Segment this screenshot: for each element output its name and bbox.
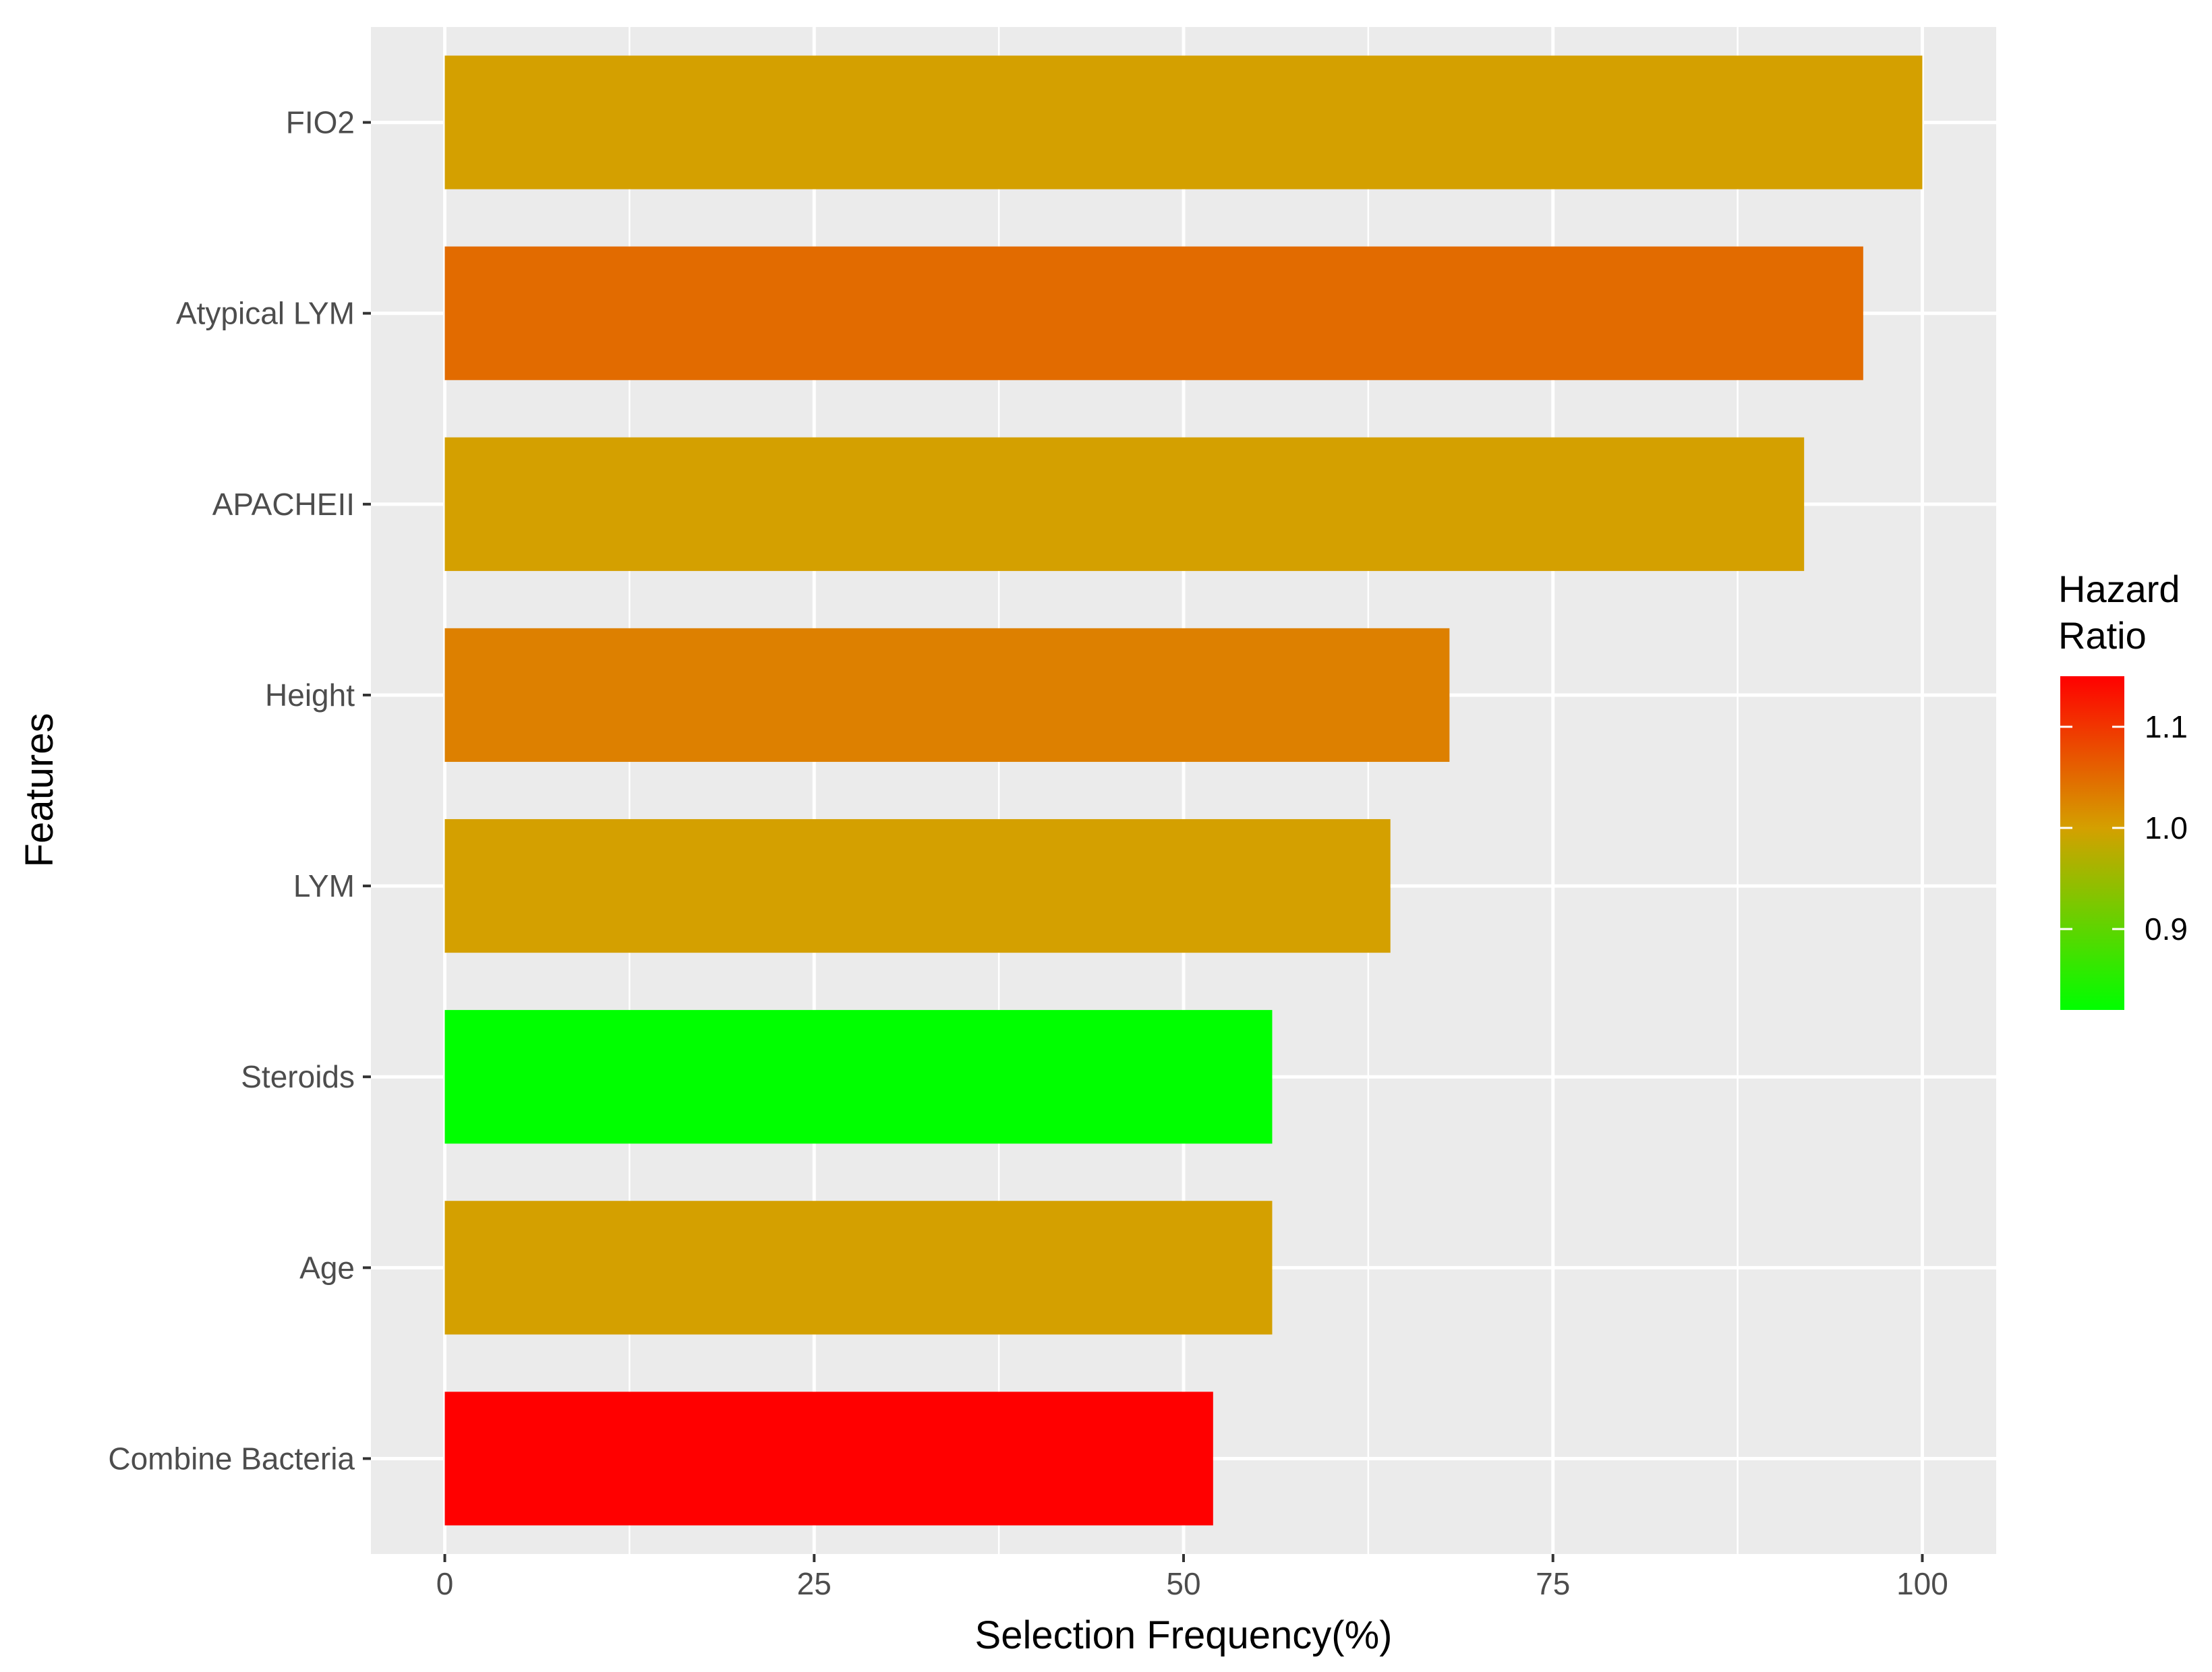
y-axis: FIO2 Atypical LYM APACHEII Height LYM Steroid… xyxy=(108,105,371,1476)
legend-ticks: 0.9 1.0 1.1 xyxy=(2060,709,2188,947)
legend-title-line2: Ratio xyxy=(2058,614,2147,657)
bar-atypical-lym xyxy=(444,246,1863,380)
legend-title-line1: Hazard xyxy=(2058,568,2180,610)
legend-tick-label: 0.9 xyxy=(2145,912,2188,947)
x-tick-label: 100 xyxy=(1896,1566,1948,1601)
bar-fio2 xyxy=(444,55,1923,189)
y-tick-label: Steroids xyxy=(241,1059,355,1094)
x-axis-title: Selection Frequency(%) xyxy=(975,1613,1393,1657)
y-tick-label: FIO2 xyxy=(286,105,355,140)
bar-steroids xyxy=(444,1010,1273,1144)
legend-colorbar xyxy=(2060,676,2124,1010)
bar-lym xyxy=(444,818,1391,953)
legend: Hazard Ratio 0.9 1.0 1.1 xyxy=(2058,568,2188,1010)
y-tick-label: APACHEII xyxy=(212,487,355,522)
bars xyxy=(444,55,1923,1526)
bar-height xyxy=(444,628,1450,763)
y-tick-label: Combine Bacteria xyxy=(108,1441,355,1476)
bar-combine-bacteria xyxy=(444,1392,1213,1526)
x-tick-label: 75 xyxy=(1536,1566,1570,1601)
legend-tick-label: 1.1 xyxy=(2145,709,2188,744)
y-tick-label: Atypical LYM xyxy=(176,296,355,331)
x-axis: 0 25 50 75 100 xyxy=(436,1554,1948,1601)
y-tick-label: Height xyxy=(265,678,355,713)
bar-age xyxy=(444,1201,1273,1335)
y-tick-label: Age xyxy=(299,1250,355,1285)
x-tick-label: 25 xyxy=(797,1566,832,1601)
x-tick-label: 0 xyxy=(436,1566,454,1601)
bar-apacheii xyxy=(444,437,1805,571)
legend-tick-label: 1.0 xyxy=(2145,810,2188,845)
y-tick-label: LYM xyxy=(293,868,355,903)
x-tick-label: 50 xyxy=(1166,1566,1200,1601)
y-axis-title: Features xyxy=(18,713,61,868)
